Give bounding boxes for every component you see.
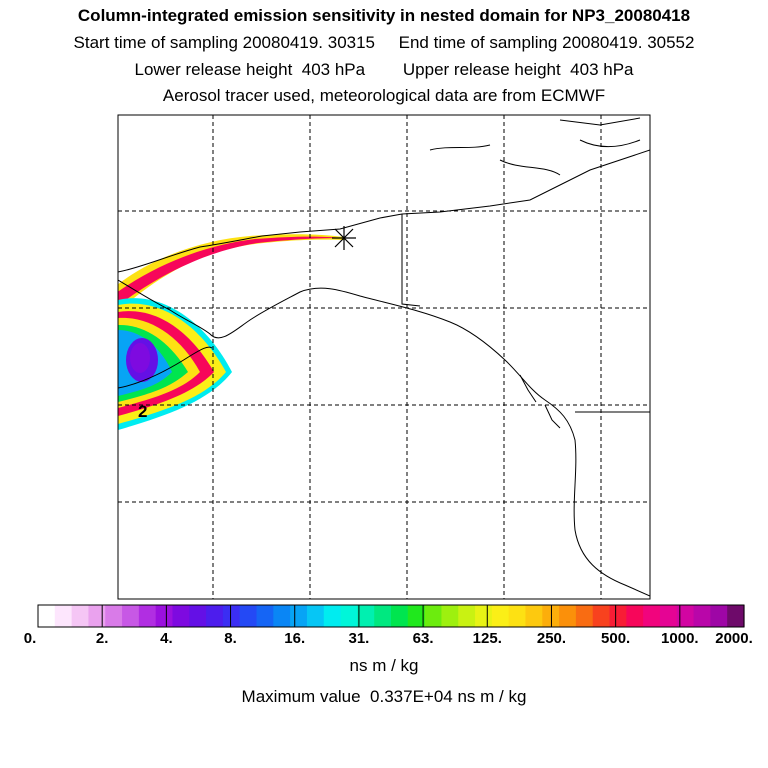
lat-lon-grid <box>118 115 650 599</box>
colorbar-cell <box>38 605 56 627</box>
colorbar-frame <box>37 604 745 628</box>
colorbar-unit: ns m / kg <box>349 656 419 675</box>
emission-plume <box>118 234 345 430</box>
colorbar-cell <box>508 605 527 627</box>
colorbar-cell <box>172 605 190 627</box>
colorbar-tick-label: 500. <box>601 630 631 647</box>
colorbar-cell <box>323 605 342 627</box>
colorbar-cell <box>391 605 409 627</box>
colorbar-cell <box>105 605 123 627</box>
colorbar-cell <box>88 605 106 627</box>
colorbar-cell <box>256 605 274 627</box>
colorbar-cell <box>727 605 745 627</box>
colorbar-cell <box>222 605 241 627</box>
colorbar-cell <box>71 605 90 627</box>
colorbar-tick-label: 2000. <box>715 630 753 647</box>
release-height-line: Lower release height 403 hPa Upper relea… <box>0 60 768 80</box>
colorbar-cell <box>525 605 543 627</box>
colorbar-cell <box>693 605 711 627</box>
colorbar-tick-label: 0. <box>23 630 37 647</box>
colorbar-cells <box>37 605 745 627</box>
end-time-label: End time of sampling 20080419. 30552 <box>398 33 695 52</box>
upper-height-label: Upper release height 403 hPa <box>402 60 634 79</box>
colorbar-tick-label: 16. <box>284 630 306 647</box>
sampling-time-line: Start time of sampling 20080419. 30315 E… <box>0 33 768 53</box>
coastlines <box>118 117 650 597</box>
colorbar-tick-label: 63. <box>412 630 434 647</box>
colorbar-tick-label: 1000. <box>661 630 699 647</box>
colorbar-cell <box>273 605 291 627</box>
colorbar-tick-label: 250. <box>536 630 567 647</box>
colorbar-cell <box>575 605 594 627</box>
colorbar-tick-label: 2. <box>95 630 109 647</box>
colorbar-cell <box>54 605 73 627</box>
colorbar-tick-label: 8. <box>224 630 237 647</box>
map-frame <box>117 114 651 600</box>
colorbar-cell <box>306 605 325 627</box>
colorbar-cell <box>559 605 577 627</box>
maximum-value: Maximum value 0.337E+04 ns m / kg <box>241 687 527 706</box>
colorbar-cell <box>374 605 392 627</box>
colorbar-cell <box>407 605 426 627</box>
colorbar-cell <box>340 605 358 627</box>
colorbar-cell <box>189 605 207 627</box>
lower-height-label: Lower release height 403 hPa <box>134 60 366 79</box>
colorbar-cell <box>475 605 493 627</box>
colorbar-cell <box>592 605 611 627</box>
start-time-label: Start time of sampling 20080419. 30315 <box>73 33 376 52</box>
colorbar-cell <box>357 605 375 627</box>
colorbar-cell <box>491 605 510 627</box>
colorbar-cell <box>206 605 224 627</box>
political-borders <box>401 214 650 413</box>
colorbar-tick-label: 4. <box>160 630 173 647</box>
colorbar-cell <box>239 605 258 627</box>
colorbar-cell <box>676 605 695 627</box>
colorbar-tick-label: 31. <box>348 630 370 647</box>
tracer-info: Aerosol tracer used, meteorological data… <box>162 86 606 105</box>
colorbar-cell <box>290 605 308 627</box>
colorbar-cell <box>122 605 140 627</box>
colorbar-cell <box>424 605 443 627</box>
colorbar-cell <box>138 605 157 627</box>
colorbar-cell <box>609 605 627 627</box>
colorbar-cell <box>710 605 728 627</box>
plot-title: Column-integrated emission sensitivity i… <box>77 6 691 25</box>
colorbar-cell <box>643 605 661 627</box>
colorbar-cell <box>155 605 174 627</box>
release-point-star <box>332 226 356 250</box>
colorbar-tick-label: 125. <box>472 630 502 647</box>
colorbar-cell <box>441 605 459 627</box>
colorbar-cell <box>458 605 476 627</box>
colorbar-cell <box>626 605 644 627</box>
colorbar-cell <box>659 605 678 627</box>
contour-label: 2 <box>138 402 147 421</box>
